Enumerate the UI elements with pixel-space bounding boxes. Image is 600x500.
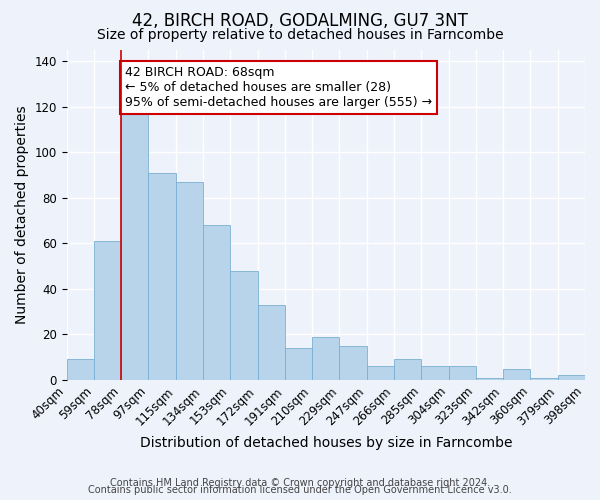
Text: 42, BIRCH ROAD, GODALMING, GU7 3NT: 42, BIRCH ROAD, GODALMING, GU7 3NT <box>132 12 468 30</box>
Bar <box>230 270 257 380</box>
Bar <box>367 366 394 380</box>
Bar <box>394 360 421 380</box>
Bar <box>257 305 285 380</box>
Bar <box>421 366 449 380</box>
Bar <box>476 378 503 380</box>
Text: Contains public sector information licensed under the Open Government Licence v3: Contains public sector information licen… <box>88 485 512 495</box>
Bar <box>340 346 367 380</box>
Bar <box>449 366 476 380</box>
Bar <box>176 182 203 380</box>
Bar <box>530 378 558 380</box>
Bar <box>312 336 340 380</box>
Bar <box>121 114 148 380</box>
Bar <box>285 348 312 380</box>
Y-axis label: Number of detached properties: Number of detached properties <box>15 106 29 324</box>
Bar <box>503 368 530 380</box>
Text: Contains HM Land Registry data © Crown copyright and database right 2024.: Contains HM Land Registry data © Crown c… <box>110 478 490 488</box>
Text: Size of property relative to detached houses in Farncombe: Size of property relative to detached ho… <box>97 28 503 42</box>
Bar <box>94 241 121 380</box>
Bar <box>558 376 585 380</box>
Bar <box>203 225 230 380</box>
Text: 42 BIRCH ROAD: 68sqm
← 5% of detached houses are smaller (28)
95% of semi-detach: 42 BIRCH ROAD: 68sqm ← 5% of detached ho… <box>125 66 433 109</box>
Bar <box>67 360 94 380</box>
X-axis label: Distribution of detached houses by size in Farncombe: Distribution of detached houses by size … <box>140 436 512 450</box>
Bar <box>148 173 176 380</box>
